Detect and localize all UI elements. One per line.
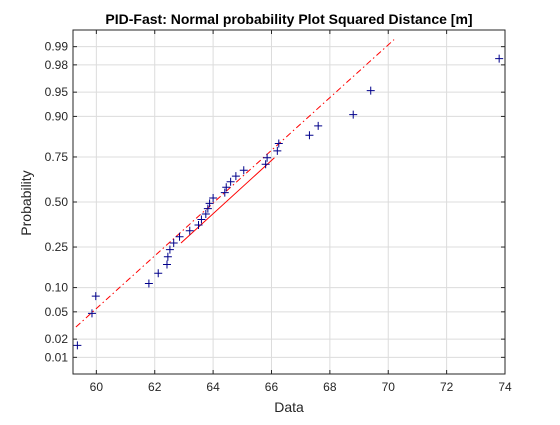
data-point <box>349 110 358 119</box>
data-point <box>261 160 270 169</box>
y-tick-label: 0.10 <box>45 281 69 295</box>
fit-lines <box>75 39 395 328</box>
data-point <box>163 252 172 261</box>
data-point <box>144 279 153 288</box>
y-tick-label: 0.01 <box>45 350 69 364</box>
y-tick-label: 0.02 <box>45 332 69 346</box>
fit-line-quartile <box>180 157 275 244</box>
data-point <box>495 54 504 63</box>
data-point <box>273 146 282 155</box>
x-tick-label: 60 <box>90 380 104 394</box>
grid <box>73 30 506 374</box>
ticks: 60 62 64 66 68 70 72 74 0.01 0.02 0.05 0.10 0.25 0.50… <box>45 30 512 394</box>
x-tick-label: 74 <box>498 380 512 394</box>
x-tick-label: 66 <box>265 380 279 394</box>
data-point <box>203 204 212 213</box>
data-point <box>274 139 283 148</box>
data-points <box>73 54 504 350</box>
data-point <box>205 199 214 208</box>
data-point <box>201 210 210 219</box>
data-point <box>185 226 194 235</box>
data-point <box>226 177 235 186</box>
y-tick-label: 0.98 <box>45 58 69 72</box>
y-tick-label: 0.99 <box>45 40 69 54</box>
data-point <box>366 86 375 95</box>
x-axis-label: Data <box>274 399 304 415</box>
y-tick-label: 0.90 <box>45 109 69 123</box>
y-tick-label: 0.50 <box>45 195 69 209</box>
data-point <box>169 238 178 247</box>
data-point <box>194 221 203 230</box>
data-point <box>239 166 248 175</box>
x-tick-label: 64 <box>206 380 220 394</box>
fit-line-extrapolated <box>75 39 395 328</box>
x-tick-label: 70 <box>382 380 396 394</box>
data-point <box>154 269 163 278</box>
data-point <box>209 194 218 203</box>
x-tick-label: 72 <box>440 380 454 394</box>
data-point <box>165 245 174 254</box>
data-point <box>87 309 96 318</box>
data-point <box>175 232 184 241</box>
data-point <box>314 121 323 130</box>
data-point <box>305 131 314 140</box>
chart-title: PID-Fast: Normal probability Plot Square… <box>105 11 472 27</box>
data-point <box>73 341 82 350</box>
data-point <box>222 183 231 192</box>
x-tick-label: 68 <box>323 380 337 394</box>
data-point <box>91 292 100 301</box>
y-tick-label: 0.25 <box>45 240 69 254</box>
y-axis-label: Probability <box>18 170 34 235</box>
y-tick-label: 0.75 <box>45 150 69 164</box>
data-point <box>231 172 240 181</box>
y-tick-label: 0.05 <box>45 305 69 319</box>
data-point <box>197 215 206 224</box>
data-point <box>263 153 272 162</box>
x-tick-label: 62 <box>148 380 162 394</box>
data-point <box>220 188 229 197</box>
y-tick-label: 0.95 <box>45 85 69 99</box>
data-point <box>162 260 171 269</box>
